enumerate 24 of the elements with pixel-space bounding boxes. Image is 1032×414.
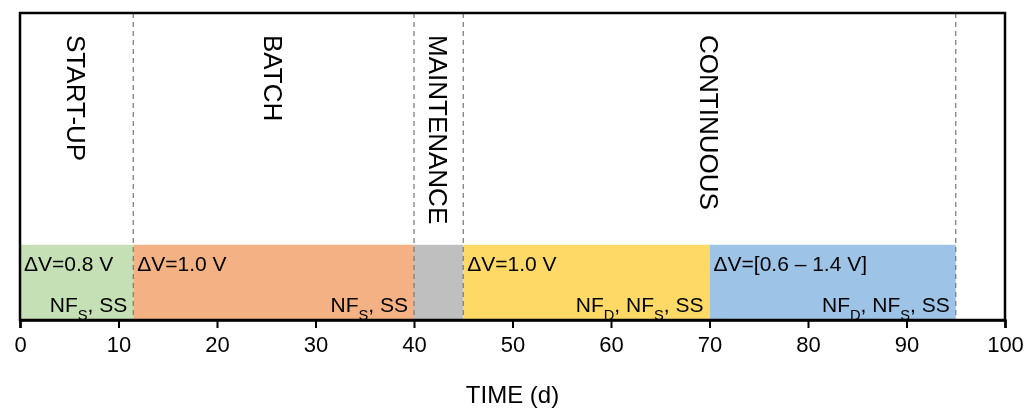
x-tick-label: 80 <box>796 331 821 357</box>
annotation: MAINTENANCE <box>422 35 453 225</box>
annotation: ΔV=1.0 V <box>467 251 557 275</box>
bar <box>414 244 464 320</box>
bar <box>709 244 956 320</box>
x-axis-title: TIME (d) <box>465 381 560 408</box>
annotation: ΔV=0.8 V <box>24 251 114 275</box>
x-tick-label: 50 <box>500 331 526 357</box>
annotation: BATCH <box>257 35 288 122</box>
x-tick-label: 30 <box>303 331 329 357</box>
annotation: ΔV=1.0 V <box>137 251 227 275</box>
annotation: ΔV=[0.6 – 1.4 V] <box>713 251 868 275</box>
x-tick-label: 100 <box>987 331 1024 357</box>
x-tick-label: 40 <box>402 331 427 357</box>
annotation: START-UP <box>60 35 91 162</box>
bar <box>463 244 710 320</box>
x-tick-label: 60 <box>599 331 624 357</box>
bar <box>133 244 414 320</box>
x-tick-label: 70 <box>697 331 723 357</box>
x-tick-label: 10 <box>106 331 132 357</box>
x-tick-label: 20 <box>205 331 230 357</box>
x-tick-label: 90 <box>894 331 920 357</box>
x-tick-label: 0 <box>14 331 27 357</box>
annotation: CONTINUOUS <box>693 35 724 210</box>
